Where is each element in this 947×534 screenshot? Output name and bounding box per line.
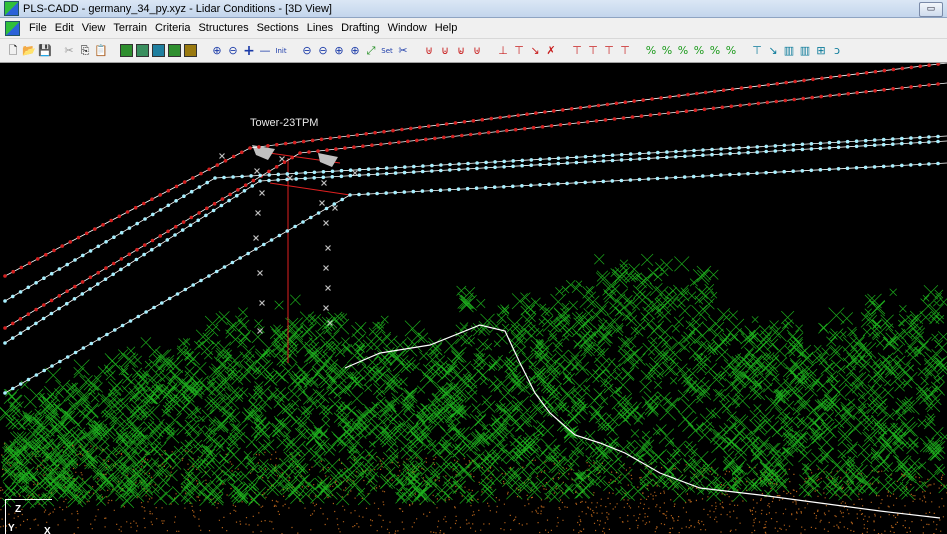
view-tool-group — [120, 44, 200, 57]
zoom-tool-group: ⊕ ⊖ + — Init — [210, 43, 290, 59]
criteria-2-icon[interactable]: % — [661, 43, 673, 57]
restore-window-button[interactable]: ▭ — [919, 2, 943, 17]
criteria-1-icon[interactable]: % — [645, 43, 657, 57]
document-icon[interactable] — [5, 20, 20, 36]
move-structure-icon[interactable]: ⊍ — [440, 43, 450, 57]
menu-window[interactable]: Window — [387, 22, 427, 34]
copy-icon[interactable]: ⎘ — [80, 43, 90, 57]
menu-sections[interactable]: Sections — [256, 22, 299, 34]
window-title: PLS-CADD - germany_34_py.xyz - Lidar Con… — [23, 2, 332, 15]
main-toolbar: 🗋 📂 💾 ✂ ⎘ 📋 ⊕ ⊖ + — Init ⊖ ⊖ ⊕ ⊕ ⤢ Set ✂… — [0, 39, 947, 63]
zoom-out-icon[interactable]: ⊖ — [228, 43, 238, 57]
add-structure-icon[interactable]: ⊎ — [424, 43, 434, 57]
section-edit-icon[interactable]: ⊤ — [588, 43, 598, 57]
init-view-button[interactable]: Init — [275, 46, 287, 55]
draft-1-icon[interactable]: ⊤ — [752, 43, 762, 57]
menu-terrain[interactable]: Terrain — [113, 22, 147, 34]
sheet-view-icon[interactable] — [184, 44, 197, 57]
set-button[interactable]: Set — [381, 46, 393, 55]
tower-label: Tower-23TPM — [250, 117, 319, 129]
edit-structure-icon[interactable]: ⊌ — [456, 43, 466, 57]
axis-x-label: X — [44, 526, 51, 534]
lidar-scene[interactable] — [0, 63, 947, 534]
menu-view[interactable]: View — [81, 22, 106, 34]
save-icon[interactable]: 💾 — [38, 43, 52, 57]
new-file-icon[interactable]: 🗋 — [8, 43, 18, 57]
menu-bar: File Edit View Terrain Criteria Structur… — [0, 18, 947, 39]
add-line-icon[interactable]: ⊥ — [498, 43, 508, 57]
cut-icon[interactable]: ✂ — [64, 43, 74, 57]
zoom-in-icon[interactable]: ⊕ — [212, 43, 222, 57]
section-tool-group: ⊤ ⊤ ⊤ ⊤ — [570, 43, 634, 59]
menu-drafting[interactable]: Drafting — [341, 22, 380, 34]
menu-criteria[interactable]: Criteria — [154, 22, 191, 34]
file-tool-group: 🗋 📂 💾 ✂ ⎘ 📋 — [6, 43, 110, 59]
menu-lines[interactable]: Lines — [306, 22, 334, 34]
paste-icon[interactable]: 📋 — [94, 43, 108, 57]
axis-triad — [5, 499, 52, 534]
conductor-wires[interactable] — [3, 63, 947, 395]
draft-3-icon[interactable]: ▥ — [783, 43, 795, 57]
criteria-tool-group: % % % % % % — [644, 43, 740, 59]
drafting-tool-group: ⊤ ↘ ▥ ▥ ⊞ ↄ — [750, 43, 846, 59]
pan-icon[interactable]: + — [243, 42, 255, 59]
section-move-icon[interactable]: ⊤ — [620, 43, 630, 57]
rotate-tool-group: ⊖ ⊖ ⊕ ⊕ ⤢ Set ✂ — [300, 43, 412, 59]
open-folder-icon[interactable]: 📂 — [22, 43, 36, 57]
draft-4-icon[interactable]: ▥ — [799, 43, 811, 57]
3d-view-viewport[interactable]: Tower-23TPM Z Y X — [0, 63, 947, 534]
draft-5-icon[interactable]: ⊞ — [816, 43, 826, 57]
rotate-up-icon[interactable]: ⊕ — [334, 43, 344, 57]
criteria-4-icon[interactable]: % — [693, 43, 705, 57]
scissors-icon[interactable]: ✂ — [398, 43, 408, 57]
axis-z-label: Z — [15, 504, 22, 515]
profile-view-icon[interactable] — [136, 44, 149, 57]
vegetation-points — [0, 253, 947, 509]
delete-structure-icon[interactable]: ⊎ — [472, 43, 482, 57]
criteria-5-icon[interactable]: % — [709, 43, 721, 57]
menu-edit[interactable]: Edit — [54, 22, 74, 34]
draft-2-icon[interactable]: ↘ — [768, 43, 778, 57]
section-add-icon[interactable]: ⊤ — [572, 43, 582, 57]
line-insert-icon[interactable]: ⊤ — [514, 43, 524, 57]
menu-structures[interactable]: Structures — [198, 22, 249, 34]
menu-help[interactable]: Help — [434, 22, 458, 34]
line-tool-group: ⊥ ⊤ ↘ ✗ — [496, 43, 560, 59]
section-info-icon[interactable]: ⊤ — [604, 43, 614, 57]
line-delete-icon[interactable]: ✗ — [546, 43, 556, 57]
criteria-6-icon[interactable]: % — [725, 43, 737, 57]
terrain-view-icon[interactable] — [120, 44, 133, 57]
rotate-right-icon[interactable]: ⊖ — [318, 43, 328, 57]
axis-y-label: Y — [8, 523, 15, 534]
structure-tool-group: ⊎ ⊍ ⊌ ⊎ — [422, 43, 486, 59]
line-angle-icon[interactable]: ↘ — [530, 43, 540, 57]
pls-cadd-app-icon[interactable] — [4, 1, 19, 16]
rotate-down-icon[interactable]: ⊕ — [350, 43, 360, 57]
set-view-icon[interactable]: ⤢ — [366, 43, 376, 57]
criteria-3-icon[interactable]: % — [677, 43, 689, 57]
plan-view-icon[interactable] — [152, 44, 165, 57]
zoom-extents-icon[interactable]: — — [259, 43, 271, 57]
menu-file[interactable]: File — [29, 22, 47, 34]
title-bar: PLS-CADD - germany_34_py.xyz - Lidar Con… — [0, 0, 947, 18]
draft-6-icon[interactable]: ↄ — [833, 43, 841, 57]
terrain-profile-line — [344, 324, 941, 519]
tower-structure[interactable] — [219, 145, 358, 363]
rotate-left-icon[interactable]: ⊖ — [302, 43, 312, 57]
3d-view-icon[interactable] — [168, 44, 181, 57]
